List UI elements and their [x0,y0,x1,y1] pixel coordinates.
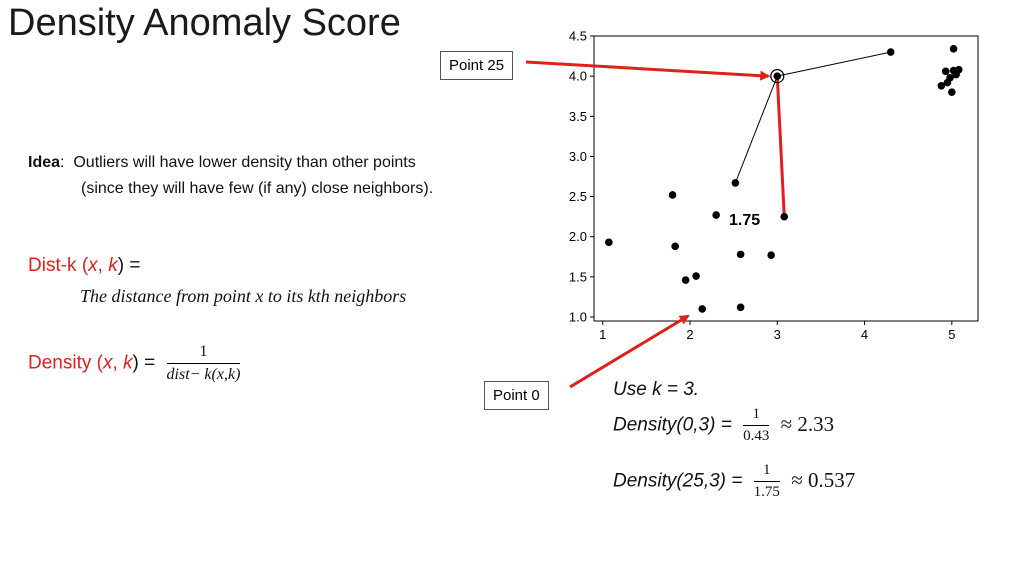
neighbor-line [734,75,778,184]
data-point [692,272,700,280]
density-formula: Density (x, k) = 1 dist− k(x,k) [28,343,241,384]
plot-frame [593,35,979,322]
density-0-result: ≈ 2.33 [780,411,835,436]
data-point [946,73,954,82]
density-25-denominator: 1.75 [753,484,780,500]
data-point [731,179,740,187]
distk-definition: The distance from point x to its kth nei… [80,286,407,306]
density-0-calc: Density(0,3) = 1 0.43 ≈ 2.33 [613,406,834,445]
data-point [698,305,707,313]
density-sep: , [112,352,124,374]
y-tick-label: 3.5 [569,109,587,124]
callout-point-0: Point 0 [484,381,549,410]
callout-point-25: Point 25 [440,51,514,80]
density-0-label: Density(0,3) = [613,414,732,436]
idea-line-2: (since they will have few (if any) close… [81,180,434,197]
distk-prefix: Dist-k ( [28,255,89,276]
y-tick-label: 2.0 [569,229,587,244]
density-fraction: 1 dist− k(x,k) [166,343,241,384]
data-point [937,81,946,90]
point-0-arrow [569,314,690,389]
distk-k: k [108,255,118,276]
idea-line-1: Idea: Outliers will have lower density t… [28,154,416,171]
use-k-text: Use k = 3. [613,379,700,400]
density-0-numerator: 1 [743,406,770,426]
highlight-ring [770,69,785,84]
data-point [949,45,958,53]
data-point [681,276,690,284]
density-25-numerator: 1 [753,462,780,482]
neighbor-line [777,51,891,77]
y-tick-label: 4.0 [569,69,587,84]
data-point [886,48,895,56]
y-tick-label: 3.0 [569,149,587,164]
density-0-denominator: 0.43 [743,428,770,444]
idea-line1-text: Outliers will have lower density than ot… [73,154,416,171]
y-tick-label: 1.5 [569,269,587,284]
page-title: Density Anomaly Score [8,2,401,44]
idea-label: Idea [28,154,61,171]
x-tick-label: 5 [948,327,955,342]
density-x: x [102,352,113,374]
x-tick-label: 4 [861,327,868,342]
data-point [941,67,950,76]
idea-text: Idea: Outliers will have lower density t… [28,150,433,202]
kth-distance-line [775,76,786,217]
density-25-label: Density(25,3) = [613,470,743,492]
data-point [605,238,613,247]
data-point [736,303,745,312]
density-25-fraction: 1 1.75 [753,462,780,501]
y-tick-label: 2.5 [569,189,587,204]
data-point [773,72,782,80]
data-point [712,211,720,219]
density-prefix: Density ( [28,352,103,374]
data-point [955,65,963,74]
density-numerator: 1 [166,343,241,364]
distk-suffix: ) = [117,255,141,276]
data-point [948,88,956,96]
x-tick-label: 1 [599,327,606,342]
data-point [668,191,677,199]
data-point [736,250,745,259]
density-25-calc: Density(25,3) = 1 1.75 ≈ 0.537 [613,462,855,501]
x-tick-label: 3 [774,327,781,342]
data-point [767,251,775,259]
distance-label: 1.75 [729,212,761,229]
y-tick-label: 1.0 [569,309,587,324]
distk-heading: Dist-k (x, k) = [28,255,140,277]
density-heading: Density (x, k) = [28,353,155,374]
density-suffix: ) = [132,352,156,374]
density-25-result: ≈ 0.537 [791,467,856,492]
data-point [780,212,789,221]
density-denominator: dist− k(x,k) [166,366,241,383]
density-k: k [123,352,133,374]
point-25-arrow [525,60,771,81]
distk-x: x [88,255,98,276]
density-0-fraction: 1 0.43 [743,406,770,445]
y-tick-label: 4.5 [569,29,587,44]
distk-sep: , [97,255,109,276]
x-tick-label: 2 [686,327,693,342]
data-point [671,242,679,251]
